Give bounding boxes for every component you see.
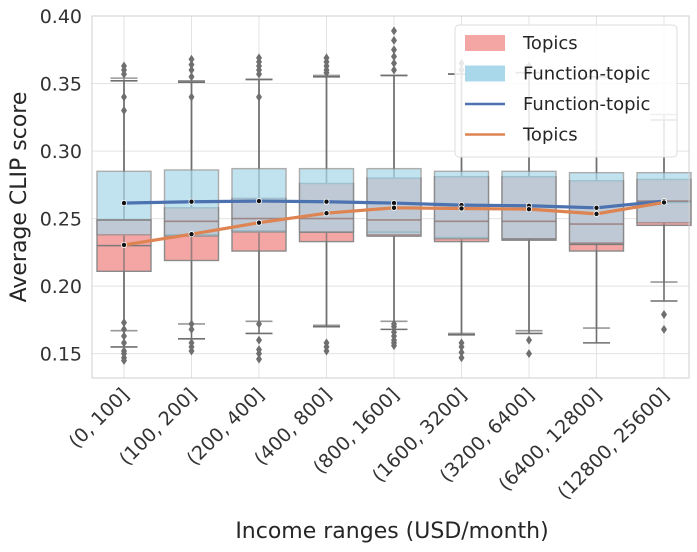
legend-label: Topics [522, 33, 578, 54]
outlier-point [526, 349, 532, 359]
outlier-point [391, 52, 397, 62]
line-marker [121, 241, 128, 248]
legend-swatch-box [465, 35, 505, 51]
plot-frame [91, 15, 690, 379]
mean-lines [121, 198, 668, 248]
outlier-point [661, 324, 667, 334]
x-tick-labels: (0, 100](100, 200](200, 400](400, 800](8… [65, 384, 674, 504]
outlier-point [391, 58, 397, 68]
outlier-point [121, 338, 127, 348]
line-marker [188, 198, 195, 205]
outlier-point [323, 53, 330, 63]
outlier-point [391, 65, 397, 75]
y-tick-label: 0.25 [40, 209, 82, 231]
legend-label: Function-topic [523, 94, 650, 115]
outlier-point [188, 65, 195, 75]
outlier-point [256, 345, 262, 355]
legend-label: Function-topic [523, 64, 650, 85]
outlier-point [256, 335, 262, 345]
line-marker [661, 199, 668, 206]
outlier-point [188, 324, 195, 334]
line-marker [390, 204, 397, 211]
line-marker [255, 198, 262, 205]
box-iqr [636, 171, 692, 224]
outlier-point [188, 54, 195, 64]
outlier-point [661, 310, 667, 320]
y-tick-label: 0.30 [40, 141, 82, 163]
line-marker [526, 206, 533, 213]
y-tick-label: 0.40 [40, 6, 82, 28]
outlier-point [458, 338, 465, 348]
legend-label: Topics [522, 125, 578, 146]
y-tick-label: 0.20 [40, 276, 82, 298]
line-marker [593, 210, 600, 217]
outlier-point [323, 338, 330, 348]
outlier-point [391, 327, 397, 337]
outlier-point [391, 26, 397, 36]
line-marker [593, 204, 600, 211]
outlier-point [256, 354, 262, 364]
outlier-point [526, 335, 532, 345]
line-marker [323, 198, 330, 205]
legend-swatch-box [465, 65, 505, 82]
x-axis-title: Income ranges (USD/month) [235, 519, 548, 544]
legend: Topics Function-topic Function-topic Topics [454, 24, 678, 158]
outlier-point [458, 353, 465, 363]
y-axis-title: Average CLIP score [7, 92, 32, 303]
outlier-point [121, 61, 127, 71]
x-tick-label: (0, 100] [65, 384, 134, 453]
y-tick-labels: 0.15 0.20 0.25 0.30 0.35 0.40 [40, 6, 82, 366]
y-tick-label: 0.35 [40, 74, 82, 96]
legend-frame [454, 24, 678, 158]
line-marker [323, 210, 330, 217]
line-marker [255, 219, 262, 226]
outlier-point [391, 35, 397, 45]
outlier-point [458, 347, 465, 357]
line-marker [458, 205, 465, 212]
outlier-point [256, 53, 262, 63]
outlier-point [188, 338, 195, 348]
outlier-point [188, 72, 195, 82]
line-marker [121, 200, 128, 207]
outlier-point [121, 331, 127, 341]
line-marker [188, 231, 195, 238]
outlier-point [121, 346, 127, 356]
y-tick-label: 0.15 [40, 344, 82, 366]
outlier-point [188, 60, 195, 70]
outlier-point [391, 45, 397, 55]
